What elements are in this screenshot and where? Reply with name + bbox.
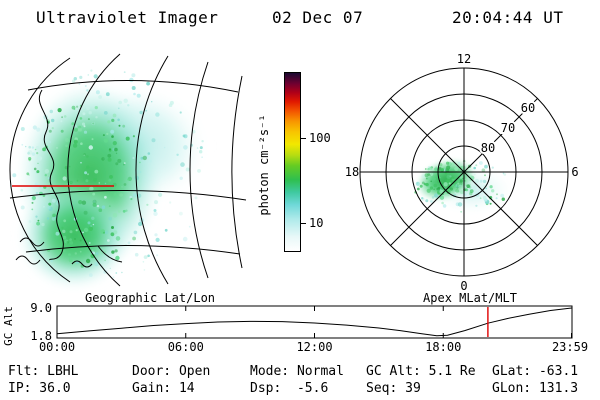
apex-polar-panel: 12 0 18 6 60 70 80 (345, 52, 579, 293)
colorbar-tick-100 (301, 138, 306, 139)
strip-ytick-bottom: 1.8 (30, 329, 52, 343)
instrument-title: Ultraviolet Imager (36, 8, 219, 27)
polar-grid (359, 67, 569, 277)
map-parallel-arc (25, 244, 241, 255)
aurora-speckles-outer (12, 69, 204, 279)
xtick-label-1200: 12:00 (296, 340, 332, 354)
xtick-label-2359: 23:59 (552, 340, 588, 354)
mlat-ring-label-70: 70 (501, 121, 515, 135)
map-meridian-arc (231, 75, 243, 269)
coastline-path (71, 260, 93, 268)
aurora-emission-geographic (12, 69, 210, 288)
coastline-path (15, 255, 41, 265)
polar-aurora-speckles-core (419, 161, 473, 196)
strip-ytick-top: 9.0 (30, 301, 52, 315)
map-parallel-arc (27, 79, 239, 93)
status-ip: IP: 36.0 (8, 381, 71, 396)
aurora-speckles-core (26, 104, 149, 268)
mlt-label-12: 12 (457, 52, 471, 66)
status-mode: Mode: Normal (250, 364, 344, 379)
colorbar-tick-label-10: 10 (309, 216, 324, 230)
status-glon: GLon: 131.3 (492, 381, 579, 396)
xtick-label-0000: 00:00 (39, 340, 75, 354)
header-time: 20:04:44 UT (452, 8, 564, 27)
xtick-label-0600: 06:00 (168, 340, 204, 354)
colorbar-tick-10 (301, 223, 306, 224)
map-parallel-arc (9, 190, 247, 201)
gc-altitude-curve (56, 307, 572, 337)
colorbar-unit-label: photon cm⁻²s⁻¹ (257, 114, 271, 216)
latlon-grid (9, 53, 247, 287)
mlt-label-0: 0 (460, 279, 467, 293)
aurora-emission-polar (414, 158, 516, 216)
coastline-path (39, 89, 64, 261)
status-dsp: Dsp: -5.6 (250, 381, 329, 396)
status-seq: Seq: 39 (366, 381, 421, 396)
colorbar (284, 72, 301, 252)
coastlines (15, 89, 123, 268)
map-meridian-arc (189, 61, 209, 279)
strip-ylabel: GC Alt (2, 306, 15, 346)
header-date: 02 Dec 07 (272, 8, 364, 27)
mlt-label-18: 18 (345, 165, 359, 179)
status-glat: GLat: -63.1 (492, 364, 579, 379)
map-limb-arc (9, 57, 71, 283)
mlt-label-6: 6 (571, 165, 578, 179)
coastline-path (19, 237, 45, 247)
strip-xticks (56, 306, 572, 338)
mlt-diagonal (390, 98, 538, 246)
strip-title-geographic: Geographic Lat/Lon (85, 292, 215, 305)
status-gc-alt: GC Alt: 5.1 Re (366, 364, 476, 379)
status-bar: Flt: LBHL Door: Open Mode: Normal GC Alt… (8, 364, 578, 397)
geographic-map-panel (9, 53, 247, 288)
status-flt: Flt: LBHL (8, 364, 79, 379)
status-door: Door: Open (132, 364, 211, 379)
coastline-path (97, 245, 123, 263)
mlat-ring-label-60: 60 (521, 101, 535, 115)
status-gain: Gain: 14 (132, 381, 195, 396)
xtick-label-1800: 18:00 (425, 340, 461, 354)
strip-title-apex: Apex MLat/MLT (423, 292, 517, 305)
colorbar-tick-label-100: 100 (309, 131, 331, 145)
mlat-ring-label-80: 80 (481, 141, 495, 155)
orbit-strip-chart: Geographic Lat/Lon Apex MLat/MLT GC Alt … (2, 292, 588, 354)
map-meridian-arc (135, 55, 169, 285)
